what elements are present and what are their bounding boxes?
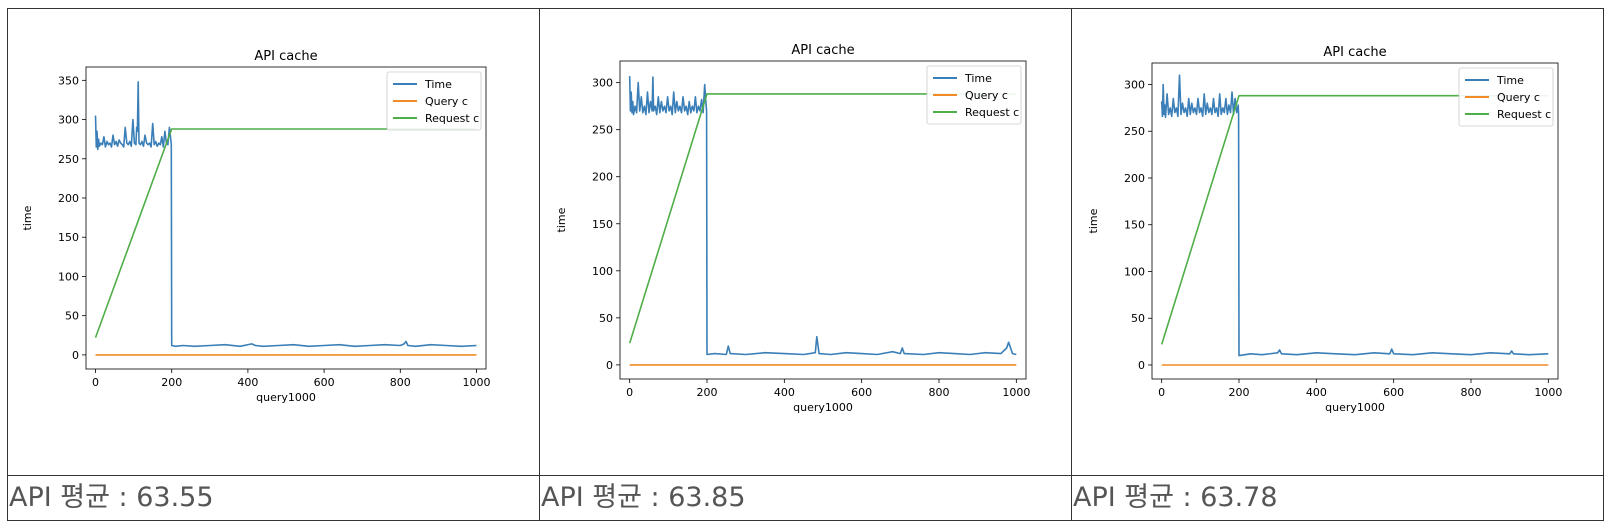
c3-y-tick-label-4: 200 bbox=[1124, 172, 1145, 185]
c1-legend-label-time: Time bbox=[424, 78, 452, 91]
chart-cell-2: API cache 0 200 400 600 800 1000 0 50 100 150 200 25… bbox=[539, 8, 1072, 476]
c3-y-tick-label-6: 300 bbox=[1124, 79, 1145, 92]
c3-series-line-time bbox=[1160, 74, 1549, 357]
c2-legend-label-request-c: Request c bbox=[965, 106, 1019, 119]
c1-x-tick-label-1: 200 bbox=[161, 376, 182, 389]
c3-legend-box bbox=[1458, 67, 1554, 127]
c1-y-tick-label-5: 250 bbox=[58, 153, 79, 166]
c1-series-line-request-c bbox=[94, 128, 477, 338]
api-average-label-3: API 평균 : 63.78 bbox=[1073, 482, 1278, 513]
c3-legend-label-time: Time bbox=[1496, 74, 1524, 87]
c3-legend-label-query-c: Query c bbox=[1497, 91, 1540, 104]
label-cell-1: API 평균 : 63.55 bbox=[7, 475, 540, 521]
c3-x-tick-label-4: 800 bbox=[1461, 386, 1482, 399]
label-cell-2: API 평균 : 63.85 bbox=[539, 475, 1072, 521]
chart-row: API cache 0 200 400 600 800 1000 0 50 100 150 200 25… bbox=[7, 8, 1604, 476]
chart-cell-3: API cache 0 200 400 600 800 1000 0 50 100 150 200 25… bbox=[1071, 8, 1604, 476]
c2-x-axis-label: query1000 bbox=[793, 401, 853, 414]
c1-x-tick-label-2: 400 bbox=[237, 376, 258, 389]
c3-chart-title: API cache bbox=[1323, 45, 1386, 60]
c3-plot-frame bbox=[1151, 62, 1559, 380]
c1-legend-label-query-c: Query c bbox=[425, 95, 468, 108]
c2-plot-frame bbox=[619, 60, 1027, 380]
c1-x-axis-label: query1000 bbox=[256, 391, 316, 404]
api-average-label-1: API 평균 : 63.55 bbox=[9, 482, 214, 513]
c3-legend-label-request-c: Request c bbox=[1497, 108, 1551, 121]
c3-y-axis-label: time bbox=[1087, 208, 1100, 233]
c1-x-tick-label-4: 800 bbox=[390, 376, 411, 389]
c2-legend-box bbox=[926, 65, 1022, 125]
c2-x-tick-label-2: 400 bbox=[774, 386, 795, 399]
c2-x-tick-label-5: 1000 bbox=[1002, 386, 1030, 399]
label-cell-3: API 평균 : 63.78 bbox=[1071, 475, 1604, 521]
c1-x-tick-label-3: 600 bbox=[314, 376, 335, 389]
c3-series-line-request-c bbox=[1160, 94, 1549, 345]
c2-y-tick-label-4: 200 bbox=[592, 171, 613, 184]
c1-legend-label-request-c: Request c bbox=[425, 112, 479, 125]
c1-y-tick-label-7: 350 bbox=[58, 74, 79, 87]
c2-y-tick-label-6: 300 bbox=[592, 77, 613, 90]
c3-x-tick-label-3: 600 bbox=[1383, 386, 1404, 399]
c3-y-tick-label-1: 50 bbox=[1131, 312, 1145, 325]
api-cache-chart-1: API cache 0 200 400 600 800 1000 0 50 100 150 200 25… bbox=[21, 49, 490, 404]
c1-x-tick-label-5: 1000 bbox=[462, 376, 490, 389]
c2-x-tick-label-1: 200 bbox=[697, 386, 718, 399]
c2-x-tick-label-0: 0 bbox=[626, 386, 633, 399]
c1-x-tick-label-0: 0 bbox=[92, 376, 99, 389]
c2-x-tick-label-3: 600 bbox=[851, 386, 872, 399]
c3-x-tick-label-0: 0 bbox=[1158, 386, 1165, 399]
c2-legend-label-time: Time bbox=[964, 72, 992, 85]
c2-legend-label-query-c: Query c bbox=[965, 89, 1008, 102]
api-cache-chart-2: API cache 0 200 400 600 800 1000 0 50 100 150 200 25… bbox=[555, 43, 1030, 414]
c1-y-axis-label: time bbox=[21, 205, 34, 230]
c1-series-line-time bbox=[94, 81, 477, 348]
c2-x-tick-label-4: 800 bbox=[929, 386, 950, 399]
c3-x-tick-label-1: 200 bbox=[1229, 386, 1250, 399]
c1-y-tick-label-0: 0 bbox=[72, 349, 79, 362]
chart-cell-1: API cache 0 200 400 600 800 1000 0 50 100 150 200 25… bbox=[7, 8, 540, 476]
c2-series-line-time bbox=[628, 76, 1017, 356]
c3-y-tick-label-5: 250 bbox=[1124, 125, 1145, 138]
c3-x-axis-label: query1000 bbox=[1325, 401, 1385, 414]
c2-y-tick-label-2: 100 bbox=[592, 265, 613, 278]
api-average-label-2: API 평균 : 63.85 bbox=[541, 482, 746, 513]
c1-y-tick-label-6: 300 bbox=[58, 114, 79, 127]
c2-series-line-request-c bbox=[628, 93, 1017, 344]
c3-x-tick-label-5: 1000 bbox=[1534, 386, 1562, 399]
c3-y-tick-label-0: 0 bbox=[1138, 359, 1145, 372]
c2-y-tick-label-3: 150 bbox=[592, 218, 613, 231]
api-cache-chart-3: API cache 0 200 400 600 800 1000 0 50 100 150 200 25… bbox=[1087, 45, 1562, 414]
c3-y-tick-label-2: 100 bbox=[1124, 265, 1145, 278]
c1-y-tick-label-1: 50 bbox=[65, 310, 79, 323]
c1-y-tick-label-3: 150 bbox=[58, 231, 79, 244]
c2-y-tick-label-1: 50 bbox=[599, 312, 613, 325]
c1-chart-title: API cache bbox=[254, 49, 317, 64]
c1-y-tick-label-4: 200 bbox=[58, 192, 79, 205]
c2-y-tick-label-5: 250 bbox=[592, 124, 613, 137]
c2-y-tick-label-0: 0 bbox=[606, 359, 613, 372]
c1-plot-frame bbox=[85, 66, 487, 370]
c3-y-tick-label-3: 150 bbox=[1124, 219, 1145, 232]
label-row: API 평균 : 63.55 API 평균 : 63.85 API 평균 : 6… bbox=[7, 475, 1604, 521]
c1-y-tick-label-2: 100 bbox=[58, 270, 79, 283]
c2-y-axis-label: time bbox=[555, 207, 568, 232]
c3-x-tick-label-2: 400 bbox=[1306, 386, 1327, 399]
c2-chart-title: API cache bbox=[791, 43, 854, 58]
c1-legend-box bbox=[386, 71, 482, 131]
results-table: API cache 0 200 400 600 800 1000 0 50 100 150 200 25… bbox=[7, 8, 1604, 521]
